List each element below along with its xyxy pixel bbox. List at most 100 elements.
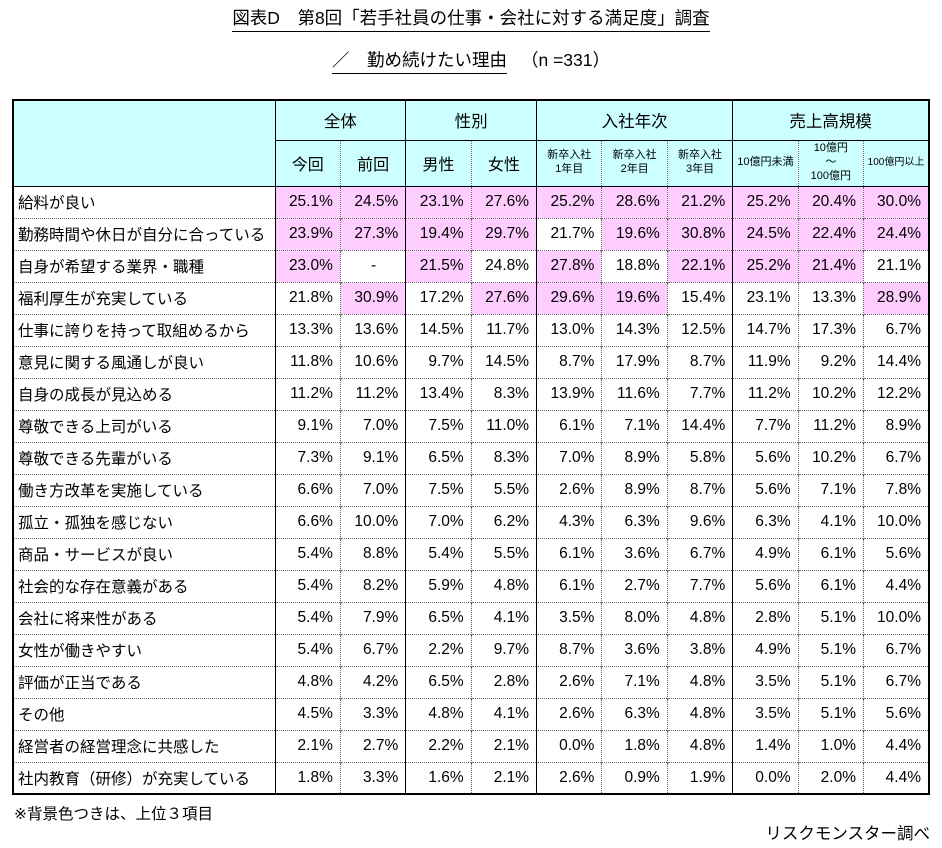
row-label: 会社に将来性がある <box>13 601 275 634</box>
value-cell: 28.9% <box>863 281 929 314</box>
value-cell: 4.2% <box>339 665 406 698</box>
value-cell: 2.0% <box>797 761 864 794</box>
value-cell: 6.7% <box>863 441 929 474</box>
value-cell: 4.1% <box>797 505 864 538</box>
value-cell: 23.1% <box>405 185 472 218</box>
value-cell: 5.1% <box>797 697 864 730</box>
value-cell: 3.5% <box>732 665 799 698</box>
value-cell: 13.0% <box>536 313 602 346</box>
row-label: 社会的な存在意義がある <box>13 569 275 602</box>
value-cell: 2.6% <box>536 761 602 794</box>
value-cell: 1.6% <box>405 761 472 794</box>
table-row: 勤務時間や休日が自分に合っている 23.9% 27.3% 19.4% 29.7% 21.7… <box>13 217 929 250</box>
value-cell: 4.5% <box>274 697 341 730</box>
header-group-overall: 全体 <box>274 100 406 141</box>
value-cell: 3.3% <box>339 761 406 794</box>
table-row: 働き方改革を実施している 6.6% 7.0% 7.5% 5.5% 2.6% 8.9% 8.7%… <box>13 473 929 506</box>
value-cell: 6.5% <box>405 601 472 634</box>
table-row: 社会的な存在意義がある 5.4% 8.2% 5.9% 4.8% 6.1% 2.7% 7.7% 5… <box>13 569 929 602</box>
value-cell: 5.1% <box>797 601 864 634</box>
value-cell: 30.8% <box>666 217 733 250</box>
value-cell: 2.7% <box>339 729 406 762</box>
value-cell: 29.6% <box>536 281 602 314</box>
source-credit: リスクモンスター調べ <box>765 825 930 843</box>
value-cell: 13.6% <box>339 313 406 346</box>
value-cell: 29.7% <box>470 217 537 250</box>
header-group-tenure: 入社年次 <box>536 100 733 141</box>
value-cell: 10.2% <box>797 441 864 474</box>
header-col-over-10b: 100億円以上 <box>863 140 929 187</box>
value-cell: - <box>339 249 406 282</box>
value-cell: 8.8% <box>339 537 406 570</box>
value-cell: 7.7% <box>666 569 733 602</box>
figure-title-line1: 図表D 第8回「若手社員の仕事・会社に対する満足度」調査 <box>0 8 942 32</box>
value-cell: 10.2% <box>797 377 864 410</box>
value-cell: 5.6% <box>732 569 799 602</box>
row-label: 仕事に誇りを持って取組めるから <box>13 313 275 346</box>
value-cell: 2.6% <box>536 473 602 506</box>
value-cell: 0.0% <box>536 729 602 762</box>
row-label: 自身の成長が見込める <box>13 377 275 410</box>
value-cell: 25.2% <box>732 249 799 282</box>
value-cell: 4.8% <box>405 697 472 730</box>
value-cell: 4.9% <box>732 633 799 666</box>
figure-title-line2: ／ 勤め続けたい理由 （n =331） <box>0 50 942 74</box>
value-cell: 7.5% <box>405 473 472 506</box>
header-col-year3: 新卒入社 3年目 <box>666 140 733 187</box>
table-row: 自身の成長が見込める 11.2% 11.2% 13.4% 8.3% 13.9% 11.6% 7… <box>13 377 929 410</box>
value-cell: 6.7% <box>863 313 929 346</box>
value-cell: 8.0% <box>601 601 668 634</box>
value-cell: 24.4% <box>863 217 929 250</box>
table-row: 尊敬できる先輩がいる 7.3% 9.1% 6.5% 8.3% 7.0% 8.9% 5.8% 5.… <box>13 441 929 474</box>
value-cell: 6.7% <box>666 537 733 570</box>
value-cell: 5.6% <box>863 697 929 730</box>
row-label: 商品・サービスが良い <box>13 537 275 570</box>
value-cell: 3.6% <box>601 633 668 666</box>
header-col-current: 今回 <box>274 140 341 187</box>
value-cell: 17.3% <box>797 313 864 346</box>
value-cell: 7.0% <box>405 505 472 538</box>
value-cell: 9.1% <box>274 409 341 442</box>
value-cell: 21.7% <box>536 217 602 250</box>
figure-title-text: 図表D 第8回「若手社員の仕事・会社に対する満足度」調査 <box>232 8 710 32</box>
value-cell: 14.7% <box>732 313 799 346</box>
value-cell: 25.2% <box>536 185 602 218</box>
value-cell: 4.9% <box>732 537 799 570</box>
value-cell: 22.1% <box>666 249 733 282</box>
value-cell: 1.4% <box>732 729 799 762</box>
value-cell: 19.6% <box>601 281 668 314</box>
value-cell: 28.6% <box>601 185 668 218</box>
value-cell: 6.1% <box>536 537 602 570</box>
table-row: 仕事に誇りを持って取組めるから 13.3% 13.6% 14.5% 11.7% 13.0%… <box>13 313 929 346</box>
value-cell: 5.6% <box>732 473 799 506</box>
value-cell: 4.4% <box>863 729 929 762</box>
row-label: 経営者の経営理念に共感した <box>13 729 275 762</box>
table-row: 社内教育（研修）が充実している 1.8% 3.3% 1.6% 2.1% 2.6% 0.9% 1… <box>13 761 929 794</box>
value-cell: 7.1% <box>797 473 864 506</box>
value-cell: 9.2% <box>797 345 864 378</box>
value-cell: 6.7% <box>863 665 929 698</box>
value-cell: 6.2% <box>470 505 537 538</box>
row-label: 社内教育（研修）が充実している <box>13 761 275 794</box>
value-cell: 3.5% <box>732 697 799 730</box>
value-cell: 6.5% <box>405 441 472 474</box>
value-cell: 27.8% <box>536 249 602 282</box>
row-label: 女性が働きやすい <box>13 633 275 666</box>
value-cell: 6.7% <box>863 633 929 666</box>
value-cell: 27.6% <box>470 281 537 314</box>
value-cell: 6.3% <box>732 505 799 538</box>
value-cell: 24.5% <box>732 217 799 250</box>
value-cell: 2.6% <box>536 697 602 730</box>
value-cell: 5.6% <box>732 441 799 474</box>
value-cell: 5.1% <box>797 665 864 698</box>
value-cell: 8.7% <box>536 633 602 666</box>
value-cell: 12.5% <box>666 313 733 346</box>
header-col-male: 男性 <box>405 140 472 187</box>
value-cell: 7.3% <box>274 441 341 474</box>
value-cell: 4.1% <box>470 601 537 634</box>
sample-size-text: （n =331） <box>520 50 610 70</box>
value-cell: 15.4% <box>666 281 733 314</box>
value-cell: 27.6% <box>470 185 537 218</box>
value-cell: 6.5% <box>405 665 472 698</box>
